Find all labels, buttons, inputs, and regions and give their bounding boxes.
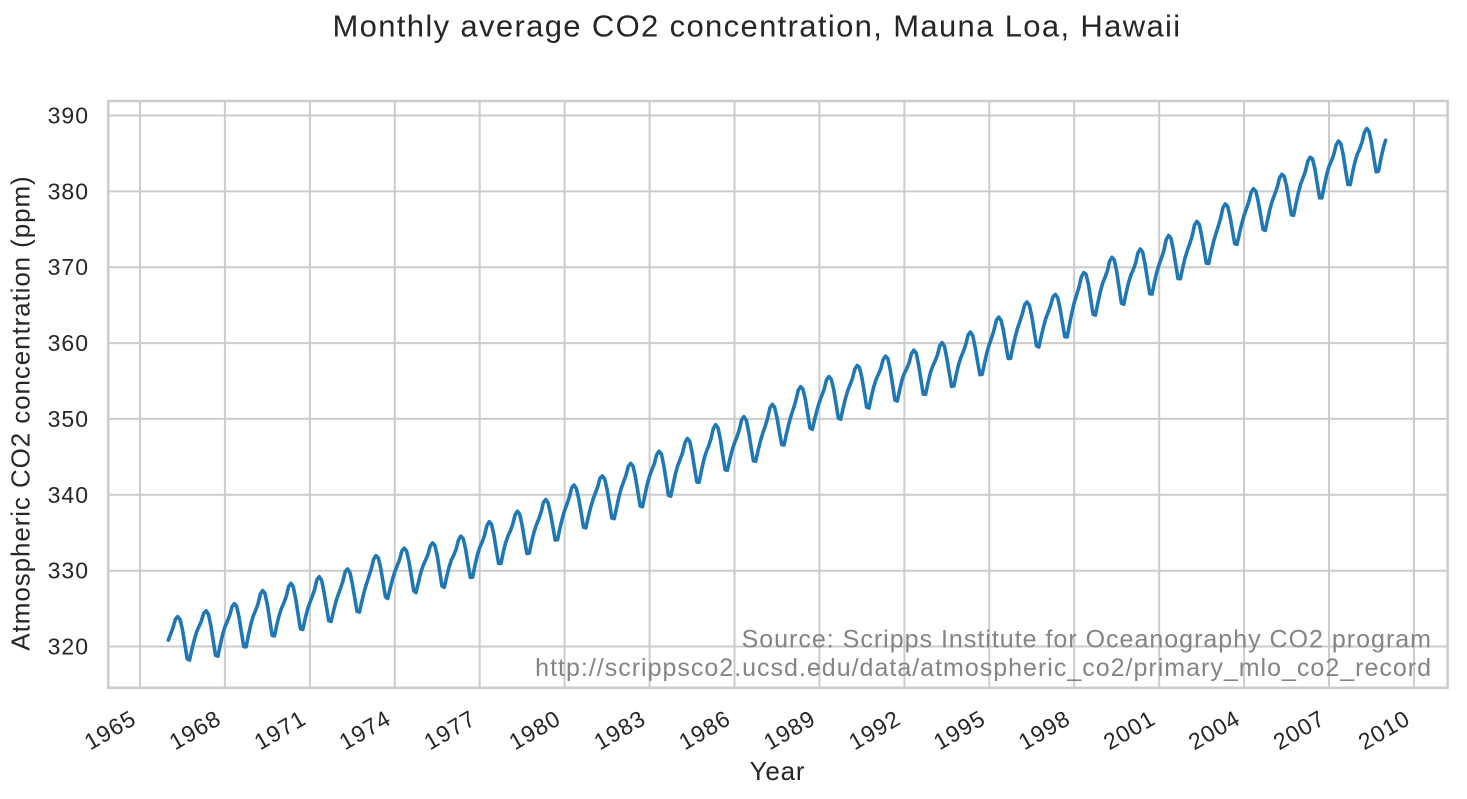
svg-text:Atmospheric CO2 concentration: Atmospheric CO2 concentration (ppm) <box>6 175 36 650</box>
svg-text:1986: 1986 <box>674 705 735 755</box>
svg-text:320: 320 <box>48 634 89 660</box>
svg-text:330: 330 <box>48 558 89 584</box>
svg-text:1977: 1977 <box>419 705 480 755</box>
svg-text:1980: 1980 <box>504 705 565 755</box>
svg-text:2007: 2007 <box>1269 705 1330 755</box>
svg-text:1983: 1983 <box>589 705 650 755</box>
svg-text:Monthly average CO2 concentrat: Monthly average CO2 concentration, Mauna… <box>332 9 1181 44</box>
svg-text:380: 380 <box>48 178 89 204</box>
svg-text:1965: 1965 <box>80 705 141 755</box>
svg-text:370: 370 <box>48 254 89 280</box>
svg-text:1971: 1971 <box>250 705 311 755</box>
svg-text:1968: 1968 <box>165 705 226 755</box>
svg-text:Source: Scripps Institute for: Source: Scripps Institute for Oceanograp… <box>742 625 1432 653</box>
svg-text:2001: 2001 <box>1099 705 1160 755</box>
svg-text:1998: 1998 <box>1014 705 1075 755</box>
svg-text:1989: 1989 <box>759 705 820 755</box>
svg-text:Year: Year <box>750 756 806 786</box>
svg-text:340: 340 <box>48 482 89 508</box>
svg-text:1974: 1974 <box>335 705 396 755</box>
svg-text:2004: 2004 <box>1184 705 1245 755</box>
svg-text:1995: 1995 <box>929 705 990 755</box>
svg-text:1992: 1992 <box>844 705 905 755</box>
svg-text:390: 390 <box>48 103 89 129</box>
svg-text:2010: 2010 <box>1354 705 1415 755</box>
svg-text:360: 360 <box>48 330 89 356</box>
svg-text:http://scrippsco2.ucsd.edu/dat: http://scrippsco2.ucsd.edu/data/atmosphe… <box>535 654 1432 682</box>
svg-text:350: 350 <box>48 406 89 432</box>
